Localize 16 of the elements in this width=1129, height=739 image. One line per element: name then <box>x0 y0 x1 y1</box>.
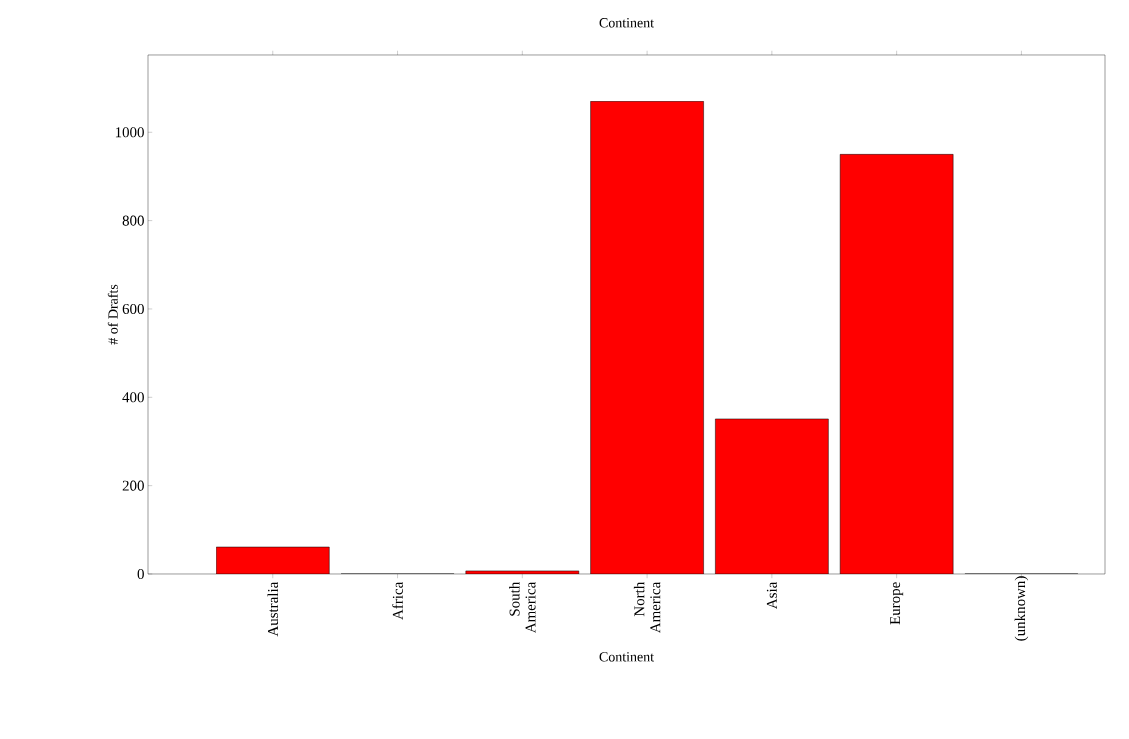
y-tick-label: 600 <box>122 303 144 314</box>
x-tick-label: Australia <box>267 581 279 637</box>
y-tick-label: 200 <box>122 480 144 491</box>
x-tick-label: Europe <box>890 582 904 625</box>
y-tick-label: 400 <box>122 392 144 403</box>
x-tick-label: North America <box>633 581 661 634</box>
x-axis-title: Continent <box>599 652 654 662</box>
y-tick-label: 800 <box>122 215 144 226</box>
x-tick-label: Africa <box>392 581 403 620</box>
y-tick-label: 0 <box>137 568 144 580</box>
x-tick-label: Asia <box>766 581 777 610</box>
y-axis-title: # of Drafts <box>107 284 118 345</box>
x-tick-label: (unknown) <box>1014 576 1029 641</box>
x-tick-label: South America <box>509 581 536 634</box>
y-tick-label: 1000 <box>115 127 144 138</box>
chart-title: Continent <box>599 18 654 28</box>
